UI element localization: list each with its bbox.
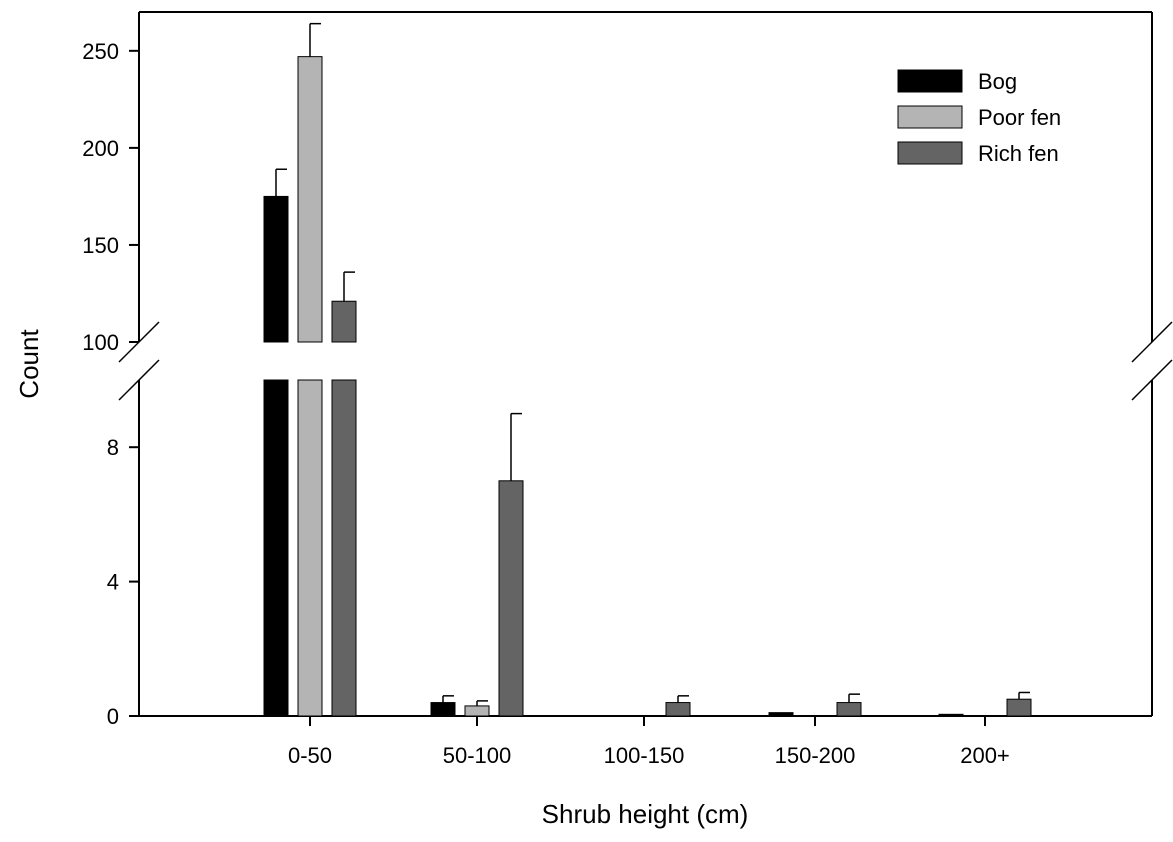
bar-poor-fen-50-100 [464, 705, 490, 717]
axis-break-mark [1131, 359, 1173, 401]
y-tick-label: 150 [82, 233, 119, 258]
x-tick-label: 200+ [960, 743, 1010, 768]
x-tick-label: 150-200 [775, 743, 856, 768]
bar-bog-50-100 [430, 702, 456, 717]
y-axis-title: Count [14, 329, 44, 399]
bar-rich-fen-150-200 [836, 702, 862, 717]
bar-rich-fen-100-150 [665, 702, 691, 717]
axis-break-mark [1131, 321, 1173, 363]
legend-swatch-bog [897, 69, 963, 93]
legend-label-bog: Bog [978, 69, 1017, 94]
legend-label-poor-fen: Poor fen [978, 105, 1061, 130]
bar-rich-fen-50-100 [498, 480, 524, 717]
bar-bog-150-200 [768, 712, 794, 717]
x-tick-label: 100-150 [604, 743, 685, 768]
bar-bog-0-50-lower [263, 379, 289, 717]
y-tick-label: 4 [107, 570, 119, 595]
axis-break-mark [118, 359, 160, 401]
bar-bog-200+ [938, 713, 964, 717]
bar-rich-fen-0-50-lower [331, 379, 357, 717]
x-tick-label: 0-50 [288, 743, 332, 768]
bar-poor-fen-0-50-lower [297, 379, 323, 717]
bar-bog-0-50 [263, 195, 289, 343]
y-tick-label: 250 [82, 39, 119, 64]
y-tick-label: 200 [82, 136, 119, 161]
x-axis-title: Shrub height (cm) [542, 799, 749, 829]
x-tick-label: 50-100 [443, 743, 512, 768]
bar-rich-fen-200+ [1006, 698, 1032, 717]
bar-poor-fen-0-50 [297, 56, 323, 343]
legend-swatch-poor-fen [897, 105, 963, 129]
y-tick-label: 100 [82, 330, 119, 355]
y-tick-label: 0 [107, 704, 119, 729]
bar-rich-fen-0-50 [331, 300, 357, 343]
legend-swatch-rich-fen [897, 141, 963, 165]
legend-label-rich-fen: Rich fen [978, 141, 1059, 166]
y-tick-label: 8 [107, 435, 119, 460]
